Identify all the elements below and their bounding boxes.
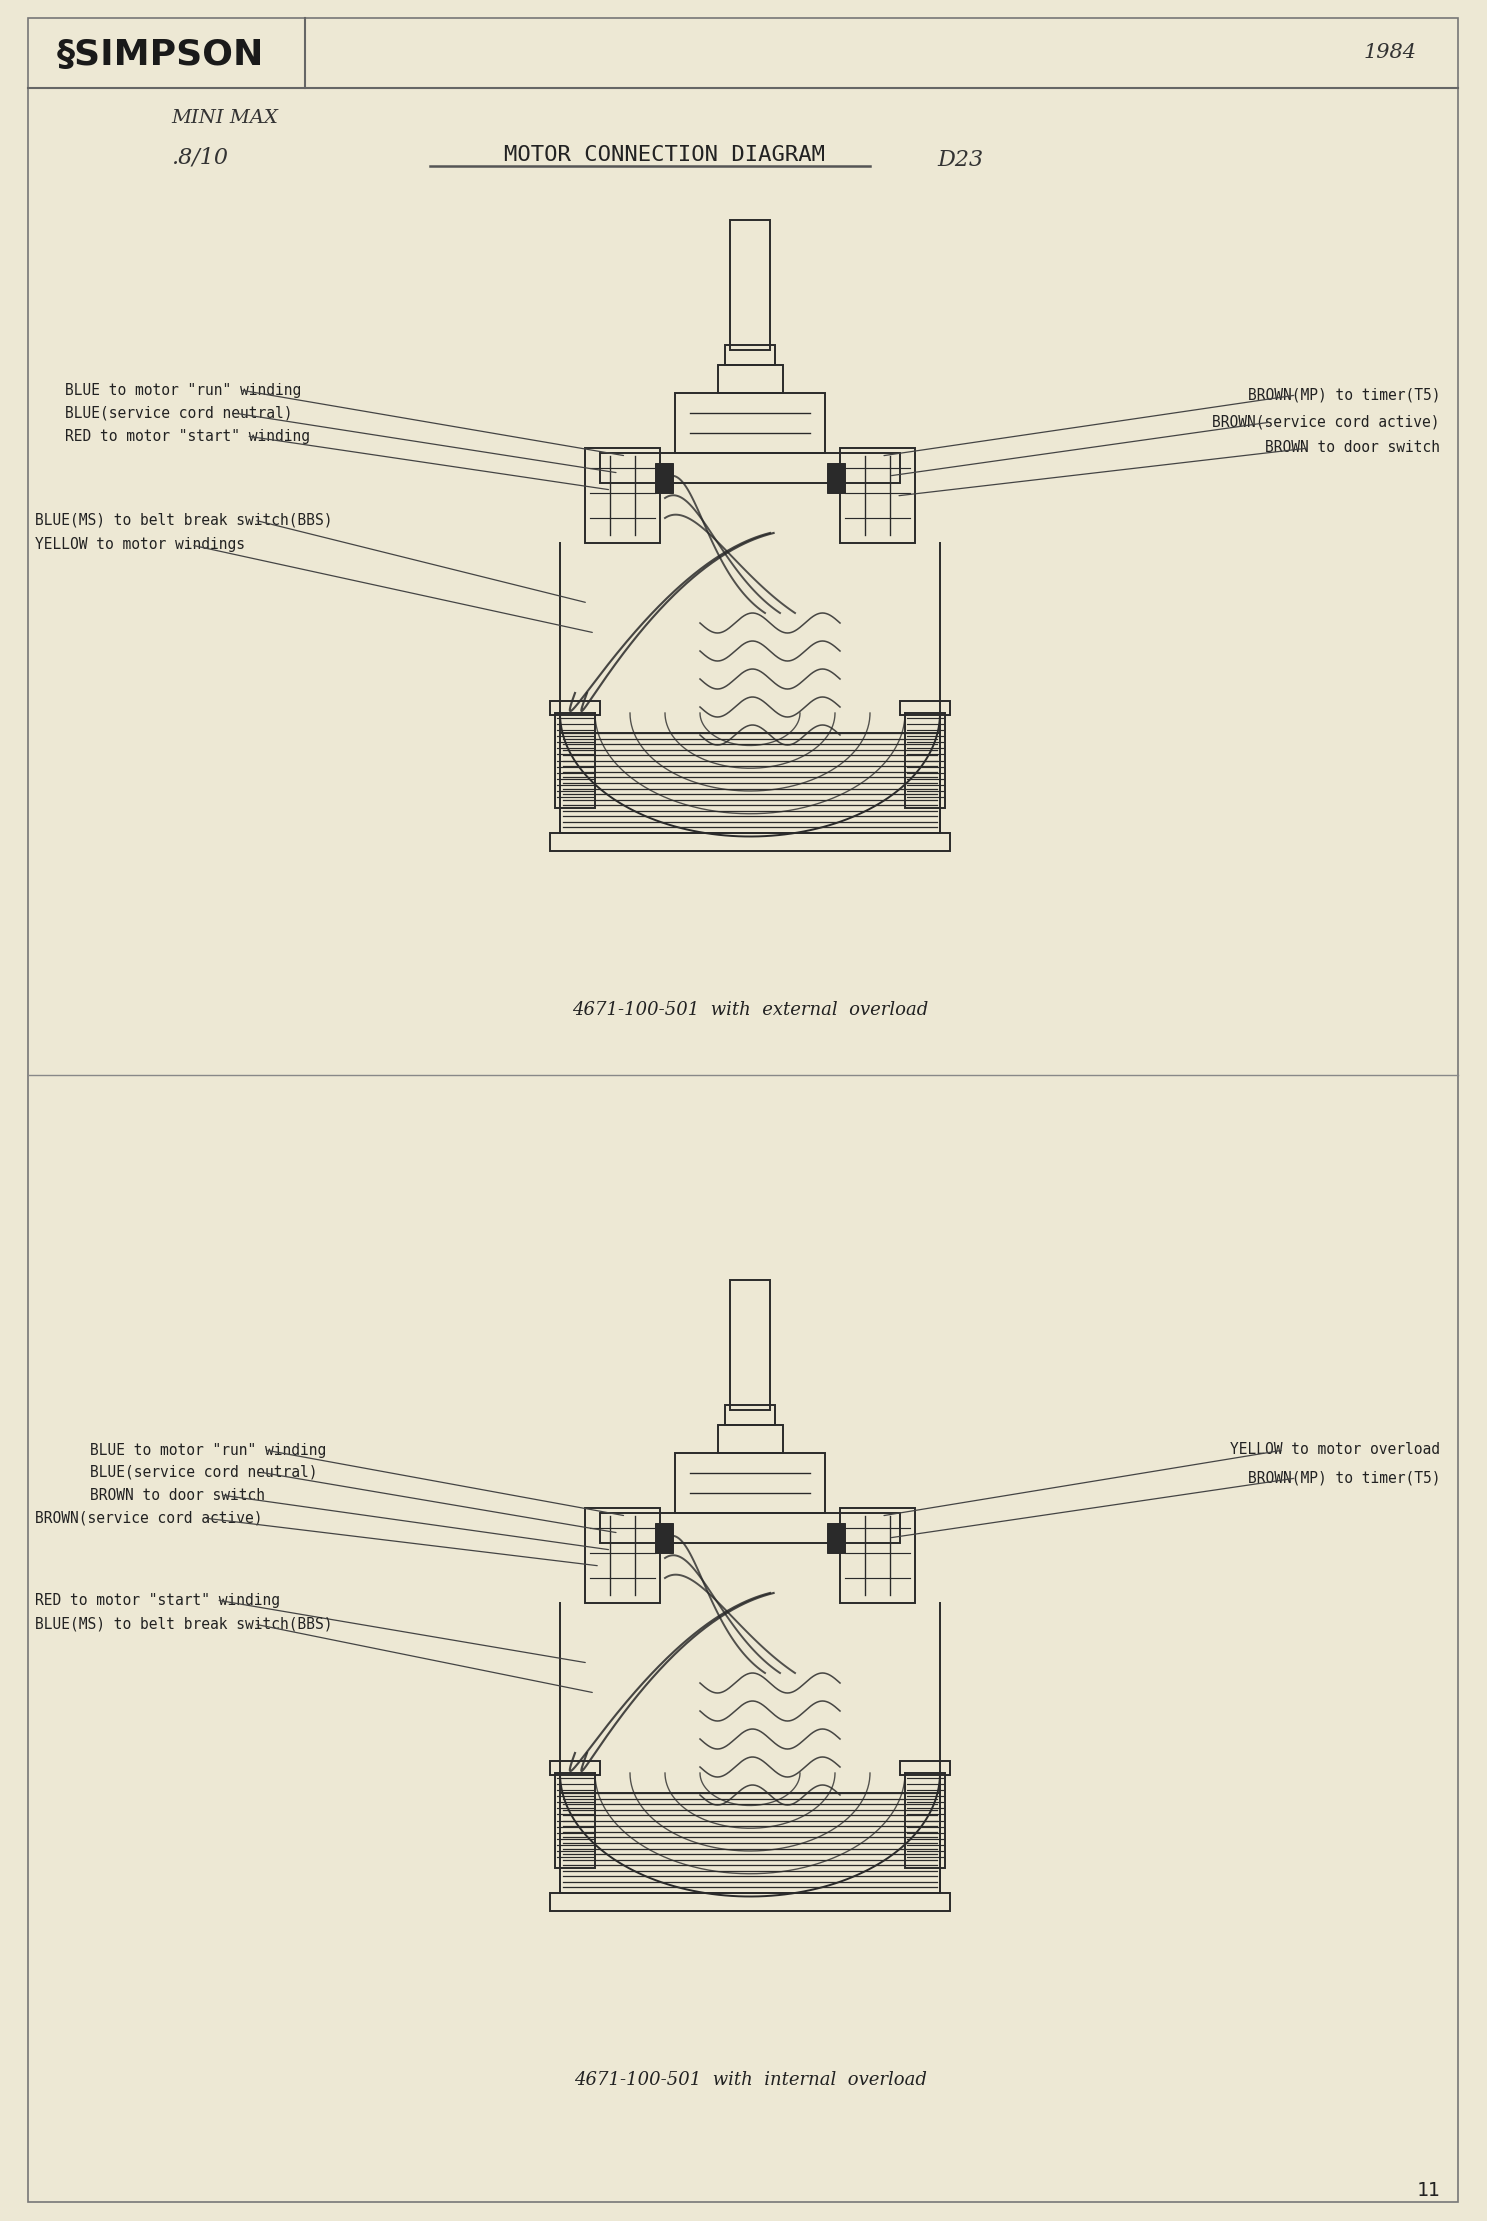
Text: .8/10: .8/10 [171, 147, 229, 169]
Bar [561, 1792, 940, 1892]
Bar [550, 833, 950, 851]
Text: BROWN to door switch: BROWN to door switch [91, 1488, 265, 1501]
Bar [654, 462, 674, 493]
Bar [900, 1761, 950, 1775]
Bar [550, 1761, 599, 1775]
Bar [555, 1772, 595, 1868]
Bar [726, 1406, 775, 1426]
Text: BLUE(MS) to belt break switch(BBS): BLUE(MS) to belt break switch(BBS) [36, 1617, 333, 1632]
Bar [906, 1772, 946, 1868]
Text: BLUE(MS) to belt break switch(BBS): BLUE(MS) to belt break switch(BBS) [36, 513, 333, 529]
Text: BLUE to motor "run" winding: BLUE to motor "run" winding [91, 1441, 326, 1457]
Bar [555, 713, 595, 808]
Text: BROWN(MP) to timer(T5): BROWN(MP) to timer(T5) [1248, 1470, 1439, 1486]
Text: RED to motor "start" winding: RED to motor "start" winding [65, 429, 309, 444]
Text: 4671-100-501  with  external  overload: 4671-100-501 with external overload [572, 1002, 928, 1019]
Text: YELLOW to motor overload: YELLOW to motor overload [1230, 1441, 1439, 1457]
Bar [827, 462, 845, 493]
Bar [599, 1513, 900, 1544]
Bar [730, 220, 770, 351]
Text: BROWN to door switch: BROWN to door switch [1265, 440, 1439, 455]
Text: BROWN(service cord active): BROWN(service cord active) [1212, 415, 1439, 429]
Text: BLUE(service cord neutral): BLUE(service cord neutral) [91, 1464, 318, 1479]
Text: 11: 11 [1417, 2181, 1439, 2199]
Bar [906, 713, 946, 808]
Text: 4671-100-501  with  internal  overload: 4671-100-501 with internal overload [574, 2070, 926, 2090]
Bar [561, 733, 940, 833]
Bar [827, 1524, 845, 1552]
Text: BROWN(service cord active): BROWN(service cord active) [36, 1510, 263, 1526]
Bar [840, 1508, 915, 1604]
Bar [730, 1279, 770, 1410]
Text: MINI MAX: MINI MAX [171, 109, 278, 127]
Bar [675, 1453, 825, 1513]
Bar [550, 1892, 950, 1910]
Text: BROWN(MP) to timer(T5): BROWN(MP) to timer(T5) [1248, 386, 1439, 402]
Bar [654, 1524, 674, 1552]
Text: 1984: 1984 [1364, 42, 1417, 62]
Text: BLUE(service cord neutral): BLUE(service cord neutral) [65, 406, 293, 420]
Text: RED to motor "start" winding: RED to motor "start" winding [36, 1592, 280, 1608]
Bar [675, 393, 825, 453]
Text: BLUE to motor "run" winding: BLUE to motor "run" winding [65, 382, 302, 398]
Bar [718, 1426, 782, 1453]
Text: YELLOW to motor windings: YELLOW to motor windings [36, 537, 245, 553]
Bar [726, 344, 775, 364]
Bar [550, 702, 599, 715]
Text: §SIMPSON: §SIMPSON [57, 38, 263, 71]
Bar [584, 449, 660, 542]
Bar [584, 1508, 660, 1604]
Bar [840, 449, 915, 542]
Text: D23: D23 [937, 149, 983, 171]
Bar [599, 453, 900, 482]
Bar [900, 702, 950, 715]
Text: MOTOR CONNECTION DIAGRAM: MOTOR CONNECTION DIAGRAM [504, 144, 825, 164]
Bar [718, 364, 782, 393]
